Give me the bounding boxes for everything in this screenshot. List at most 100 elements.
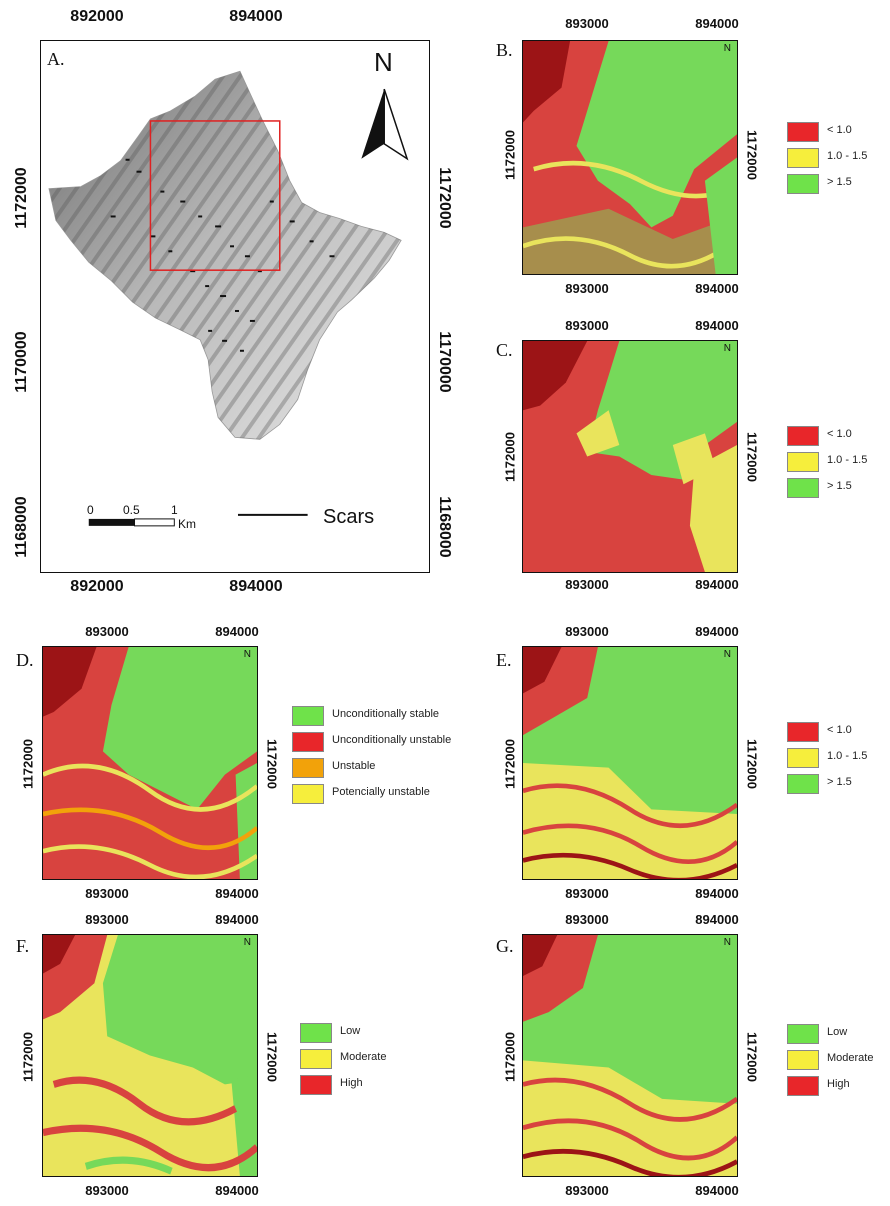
x-tick-label: 894000	[695, 577, 739, 592]
legend-swatch	[787, 748, 819, 768]
y-tick-label: 1172000	[264, 739, 280, 789]
north-label: N	[243, 649, 251, 660]
legend-swatch	[292, 706, 324, 726]
watershed-shape	[48, 70, 402, 440]
north-label: N	[723, 937, 731, 948]
map-svg	[523, 647, 737, 879]
legend-swatch	[787, 774, 819, 794]
panel-label: G.	[496, 936, 514, 956]
y-tick-label: 1172000	[502, 1032, 518, 1082]
legend-label: Moderate	[827, 1052, 874, 1064]
legend-swatch	[787, 1024, 819, 1044]
x-tick-label: 894000	[695, 318, 739, 333]
y-tick-label: 1172000	[20, 1032, 36, 1082]
legend-label: > 1.5	[827, 480, 852, 492]
map-svg	[523, 341, 737, 572]
north-label: N	[723, 343, 731, 354]
x-tick-label: 894000	[695, 1183, 739, 1198]
legend-label: Unconditionally stable	[332, 708, 440, 720]
legend-label: < 1.0	[827, 428, 852, 440]
legend-label: < 1.0	[827, 124, 852, 136]
x-tick-label: 894000	[215, 886, 259, 901]
scars-label: Scars	[323, 506, 375, 528]
x-tick-label: 893000	[565, 281, 609, 296]
y-tick-label: 1172000	[436, 167, 453, 229]
legend-label: Moderate	[340, 1051, 387, 1063]
legend-label: 1.0 - 1.5	[827, 454, 868, 466]
legend-swatch	[787, 122, 819, 142]
legend-swatch	[787, 426, 819, 446]
legend-swatch	[787, 1076, 819, 1096]
y-tick-label: 1172000	[264, 1032, 280, 1082]
legend-label: 1.0 - 1.5	[827, 750, 868, 762]
x-tick-label: 893000	[565, 624, 609, 639]
y-tick-label: 1172000	[502, 739, 518, 789]
x-tick-label: 894000	[695, 281, 739, 296]
y-tick-label: 1170000	[436, 331, 453, 393]
x-tick-label: 893000	[85, 886, 129, 901]
legend-label: > 1.5	[827, 176, 852, 188]
factor-of-safety-map: N	[522, 40, 738, 275]
legend-swatch	[787, 174, 819, 194]
map-svg	[523, 935, 737, 1176]
panel-label: B.	[496, 40, 513, 60]
factor-of-safety-map: N	[522, 646, 738, 880]
map-svg	[43, 647, 257, 879]
north-label: N	[374, 47, 393, 77]
susceptibility-map: N	[522, 934, 738, 1177]
x-tick-label: 894000	[695, 886, 739, 901]
map-svg	[43, 935, 257, 1176]
y-tick-label: 1172000	[502, 432, 518, 482]
x-tick-label: 894000	[229, 8, 283, 25]
scale-unit: Km	[178, 517, 196, 531]
scar-marks	[110, 158, 335, 352]
stability-map: N	[42, 646, 258, 880]
legend-label: Unconditionally unstable	[332, 734, 452, 746]
panel-label: A.	[47, 49, 65, 69]
study-area-box	[149, 120, 281, 271]
legend-swatch	[300, 1049, 332, 1069]
north-label: N	[723, 43, 731, 54]
legend-swatch	[300, 1075, 332, 1095]
north-label: N	[243, 937, 251, 948]
x-tick-label: 894000	[695, 912, 739, 927]
scale-label: 0.5	[123, 503, 140, 517]
x-tick-label: 893000	[565, 16, 609, 31]
legend-label: > 1.5	[827, 776, 852, 788]
panel-label: F.	[16, 936, 30, 956]
y-tick-label: 1168000	[13, 496, 30, 558]
legend-label: High	[340, 1077, 363, 1089]
factor-of-safety-map: N	[522, 340, 738, 573]
north-label: N	[723, 649, 731, 660]
x-tick-label: 893000	[565, 886, 609, 901]
x-tick-label: 893000	[565, 912, 609, 927]
legend-label: < 1.0	[827, 724, 852, 736]
y-tick-label: 1168000	[436, 496, 453, 558]
y-tick-label: 1172000	[13, 167, 30, 229]
x-tick-label: 892000	[70, 578, 124, 595]
y-tick-label: 1172000	[744, 1032, 760, 1082]
x-tick-label: 894000	[215, 1183, 259, 1198]
x-tick-label: 893000	[85, 1183, 129, 1198]
x-tick-label: 893000	[85, 912, 129, 927]
legend-swatch	[787, 148, 819, 168]
legend-swatch	[787, 722, 819, 742]
x-tick-label: 893000	[565, 1183, 609, 1198]
panel-label: C.	[496, 340, 513, 360]
scale-bar	[88, 518, 175, 527]
panel-label: D.	[16, 650, 34, 670]
legend-swatch	[292, 732, 324, 752]
x-tick-label: 893000	[565, 318, 609, 333]
legend-label: Potencially unstable	[332, 786, 430, 798]
legend-swatch	[787, 452, 819, 472]
legend-label: High	[827, 1078, 850, 1090]
legend-label: Low	[827, 1026, 848, 1038]
legend-swatch	[292, 784, 324, 804]
hillshade-svg	[48, 70, 409, 527]
x-tick-label: 893000	[565, 577, 609, 592]
x-tick-label: 894000	[229, 578, 283, 595]
legend-swatch	[292, 758, 324, 778]
y-tick-label: 1172000	[744, 432, 760, 482]
x-tick-label: 894000	[215, 624, 259, 639]
legend-swatch	[787, 478, 819, 498]
